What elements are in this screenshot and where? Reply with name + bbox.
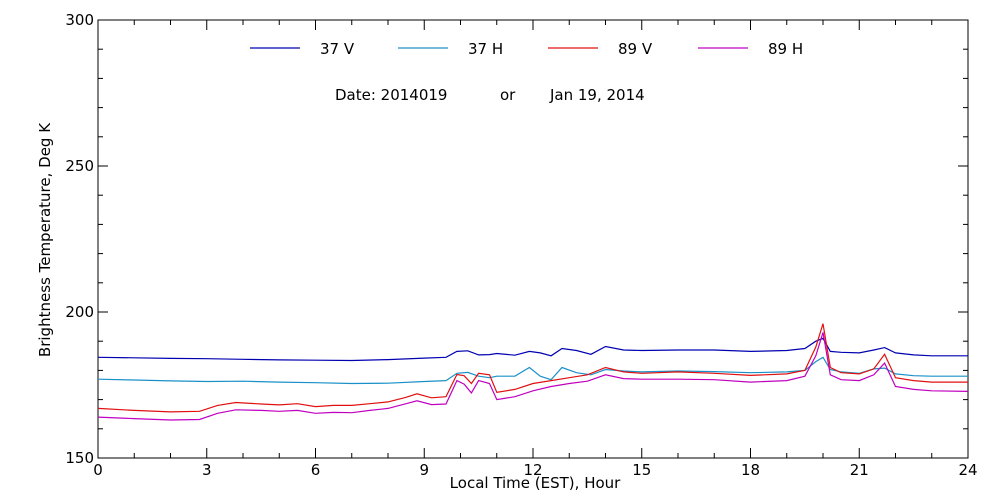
x-tick-label: 6	[311, 461, 321, 479]
series-layer	[97, 323, 969, 421]
x-axis-title: Local Time (EST), Hour	[450, 474, 621, 492]
legend-label-89-v: 89 V	[618, 40, 653, 58]
y-tick-label: 200	[65, 303, 94, 321]
y-tick-label: 150	[65, 449, 94, 467]
x-tick-label: 9	[419, 461, 429, 479]
series-line-89-v	[97, 323, 968, 413]
series-line-37-v	[97, 337, 968, 362]
y-tick-label: 250	[65, 157, 94, 175]
x-tick-label: 15	[632, 461, 651, 479]
legend-label-37-v: 37 V	[320, 40, 355, 58]
annotation-date-code: Date: 2014019	[335, 86, 447, 104]
x-tick-label: 0	[93, 461, 103, 479]
legend-label-37-h: 37 H	[468, 40, 503, 58]
annotation-or: or	[500, 86, 516, 104]
series-line-89-h	[97, 332, 969, 421]
annotation-date-text: Jan 19, 2014	[549, 86, 645, 104]
axis-ticks: 0 3 6 9 12 15 18 21 24 150 200 250 300	[65, 11, 977, 479]
plot-frame	[97, 19, 969, 459]
legend: 37 V 37 H 89 V 89 H	[250, 40, 803, 58]
x-tick-label: 12	[523, 461, 542, 479]
y-axis-title: Brightness Temperature, Deg K	[36, 122, 54, 357]
x-tick-label: 18	[741, 461, 760, 479]
x-tick-label: 3	[202, 461, 212, 479]
y-tick-label: 300	[65, 11, 94, 29]
series-line-37-h	[97, 356, 968, 385]
x-tick-label: 21	[850, 461, 869, 479]
legend-label-89-h: 89 H	[768, 40, 803, 58]
x-tick-label: 24	[958, 461, 977, 479]
